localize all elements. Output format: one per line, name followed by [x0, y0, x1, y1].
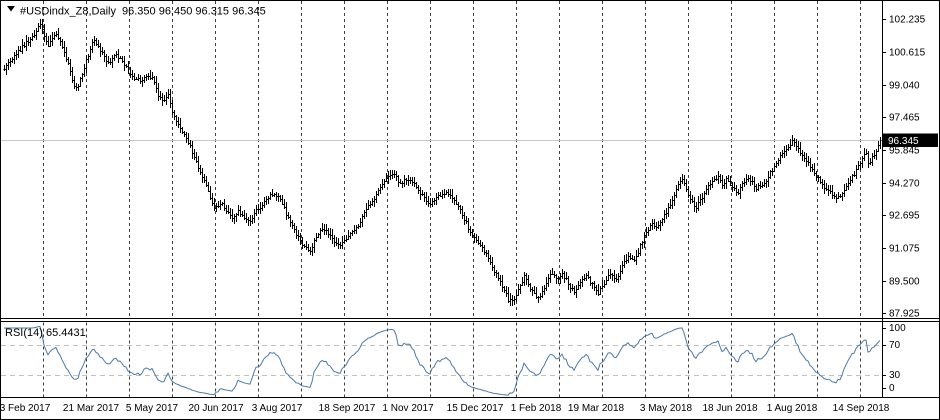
current-price-value: 96.345 — [888, 136, 919, 147]
price-axis-label: 100.615 — [889, 48, 926, 59]
current-price-badge-bg — [883, 133, 938, 147]
price-axis-label: 95.845 — [889, 146, 920, 157]
price-axis-label: 99.040 — [889, 81, 920, 92]
price-axis-label: 97.465 — [889, 113, 920, 124]
rsi-axis-label: 0 — [889, 383, 895, 394]
ohlc-readout: 96.350 96.450 96.315 96.345 — [122, 6, 266, 18]
grid-lines — [43, 1, 861, 397]
time-axis-label: 15 Dec 2017 — [447, 403, 504, 414]
time-axis-label: 1 Aug 2018 — [767, 403, 818, 414]
price-axis[interactable]: 102.235 100.615 99.040 97.465 95.845 94.270 92… — [883, 15, 926, 320]
chevron-down-icon[interactable] — [7, 6, 15, 12]
price-axis-label: 91.075 — [889, 244, 920, 255]
symbol-title: #USDindx_Z8,Daily — [20, 6, 116, 18]
chart-header: #USDindx_Z8,Daily 96.350 96.450 96.315 9… — [7, 6, 266, 18]
price-axis-label: 92.695 — [889, 211, 920, 222]
time-axis-label: 1 Nov 2017 — [382, 403, 434, 414]
rsi-pane[interactable] — [1, 322, 882, 397]
time-axis-label: 5 May 2017 — [126, 403, 179, 414]
price-axis-label: 94.270 — [889, 179, 920, 190]
time-axis-label: 1 Feb 2018 — [511, 403, 562, 414]
time-axis-label: 21 Mar 2017 — [63, 403, 120, 414]
price-axis-label: 87.925 — [889, 309, 920, 320]
time-axis-label: 18 Jun 2018 — [702, 403, 757, 414]
time-axis-label: 20 Jun 2017 — [188, 403, 243, 414]
rsi-indicator-label: RSI(14) 65.4431 — [5, 327, 86, 339]
current-price-badge: 96.345 — [883, 133, 938, 147]
price-bars-series — [3, 19, 882, 306]
time-axis-label: 19 Mar 2018 — [568, 403, 625, 414]
rsi-axis-label: 30 — [889, 370, 901, 381]
rsi-axis-label: 70 — [889, 340, 901, 351]
price-axis-label: 89.500 — [889, 277, 920, 288]
time-axis-label: 18 Sep 2017 — [319, 403, 376, 414]
time-axis-label: 3 Aug 2017 — [252, 403, 303, 414]
time-axis-label: 3 May 2018 — [640, 403, 693, 414]
price-pane[interactable] — [1, 1, 882, 318]
time-axis[interactable]: 3 Feb 2017 21 Mar 2017 5 May 2017 20 Jun 20… — [0, 403, 890, 414]
price-axis-label: 102.235 — [889, 15, 926, 26]
time-axis-label: 14 Sep 2018 — [833, 403, 890, 414]
rsi-indicator: 100 70 30 0 — [1, 323, 906, 396]
rsi-axis-label: 100 — [889, 323, 906, 334]
rsi-line — [4, 326, 881, 396]
bar-open-close-ticks — [3, 24, 882, 302]
time-axis-label: 3 Feb 2017 — [0, 403, 51, 414]
